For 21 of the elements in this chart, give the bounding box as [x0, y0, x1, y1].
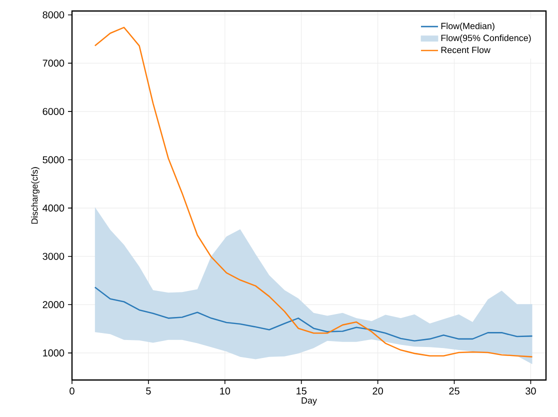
y-axis-title: Discharge(cfs) — [31, 167, 40, 224]
y-tick-label: 3000 — [42, 252, 64, 260]
y-tick-label: 8000 — [42, 11, 64, 18]
y-tick-label: 2000 — [42, 301, 64, 308]
x-tick-label: 5 — [146, 388, 151, 394]
y-tick-label: 1000 — [43, 349, 64, 356]
x-tick-label: 0 — [70, 388, 74, 395]
line-series — [94, 286, 533, 342]
legend-label: Flow(95% Confidence) — [441, 34, 531, 43]
x-axis-title: Day — [302, 397, 317, 406]
y-tick-label: 6000 — [42, 108, 64, 115]
x-tick-label: 20 — [372, 388, 383, 395]
x-tick-label: 10 — [220, 388, 230, 395]
y-tick-label: 7000 — [42, 60, 64, 67]
x-tick-label: 25 — [449, 388, 460, 395]
y-tick-label: 4000 — [42, 204, 64, 212]
x-tick-label: 15 — [296, 388, 306, 394]
legend-label: Recent Flow — [441, 46, 490, 54]
y-tick-label: 5000 — [42, 156, 64, 164]
x-tick-label: 30 — [526, 388, 536, 395]
legend-label: Flow(Median) — [441, 22, 494, 31]
